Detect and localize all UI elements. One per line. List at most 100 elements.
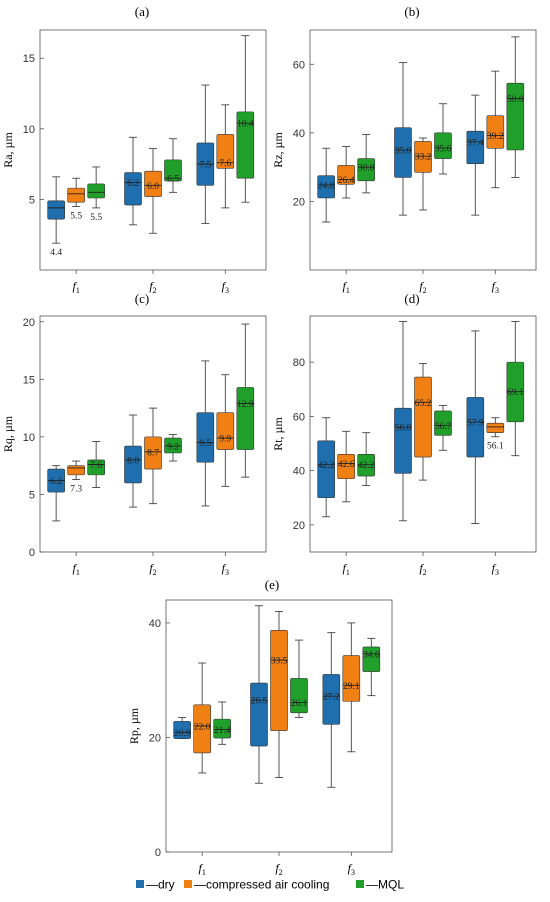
box-compressed-air-cooling: 7.6 xyxy=(216,104,235,209)
box-dry: 8.0 xyxy=(124,414,142,508)
box-body xyxy=(362,646,381,672)
x-tick-base: f xyxy=(72,561,77,575)
box-mql: 42.2 xyxy=(357,432,375,486)
box-dry: 42.2 xyxy=(317,417,335,518)
box-compressed-air-cooling: 65.2 xyxy=(414,363,432,481)
data-label: 7.6 xyxy=(90,461,102,471)
x-tick-base: f xyxy=(419,279,424,293)
data-label: 5.5 xyxy=(90,213,102,223)
x-tick-subscript: 1 xyxy=(76,568,80,577)
box-body xyxy=(434,410,452,436)
data-label: 33.2 xyxy=(415,153,432,163)
y-tick-label: 0 xyxy=(29,547,35,559)
data-label: 37.4 xyxy=(467,138,484,148)
x-tick-base: f xyxy=(275,861,280,875)
box-body xyxy=(414,141,432,173)
y-tick-label: 20 xyxy=(293,520,305,532)
box-body xyxy=(317,440,335,499)
panel-label: (d) xyxy=(404,291,419,306)
x-tick-base: f xyxy=(222,279,227,293)
y-tick-label: 20 xyxy=(293,196,305,208)
box-body xyxy=(434,132,452,159)
x-tick-subscript: 2 xyxy=(279,868,283,877)
box-body xyxy=(196,412,215,463)
y-tick-label: 40 xyxy=(293,128,305,140)
box-compressed-air-cooling: 29.1 xyxy=(342,622,361,753)
box-compressed-air-cooling: 5.5 xyxy=(67,177,85,221)
box-body xyxy=(67,465,85,476)
data-label: 29.1 xyxy=(343,682,360,692)
x-tick-subscript: 2 xyxy=(423,568,427,577)
y-tick-label: 20 xyxy=(149,732,161,744)
box-mql: 30.0 xyxy=(357,134,375,194)
data-label: 42.2 xyxy=(358,461,375,471)
box-body xyxy=(236,111,255,179)
panel-label: (e) xyxy=(265,577,279,592)
data-label: 7.3 xyxy=(70,484,82,494)
data-label: 9.2 xyxy=(167,443,179,453)
y-tick-label: 15 xyxy=(23,53,35,65)
data-label: 56.0 xyxy=(395,424,412,434)
y-axis-label: Rq, µm xyxy=(1,415,15,452)
box-compressed-air-cooling: 8.7 xyxy=(144,407,162,505)
box-body xyxy=(506,82,525,151)
box-mql: 69.1 xyxy=(506,320,525,457)
x-tick-subscript: 2 xyxy=(153,286,157,295)
data-label: 20.9 xyxy=(174,729,191,739)
box-body xyxy=(164,437,182,454)
x-tick-label: f1 xyxy=(342,561,349,577)
panel-label: (b) xyxy=(404,4,419,19)
box-body xyxy=(337,454,355,480)
box-dry: 57.9 xyxy=(466,330,485,524)
y-tick-label: 5 xyxy=(29,194,35,206)
box-compressed-air-cooling: 33.5 xyxy=(270,611,288,778)
box-body xyxy=(87,459,105,476)
box-compressed-air-cooling: 7.3 xyxy=(67,460,85,494)
x-tick-subscript: 3 xyxy=(225,568,229,577)
data-label: 39.2 xyxy=(487,132,504,142)
box-body xyxy=(144,436,162,470)
y-tick-label: 40 xyxy=(293,466,305,478)
x-tick-subscript: 1 xyxy=(346,286,350,295)
legend-swatch xyxy=(184,880,192,888)
data-label: 9.9 xyxy=(219,435,231,445)
box-body xyxy=(486,115,505,149)
box-dry: 9.5 xyxy=(196,360,215,507)
x-tick-base: f xyxy=(342,561,347,575)
box-mql: 9.2 xyxy=(164,434,182,462)
box-body xyxy=(236,387,255,450)
box-dry: 37.4 xyxy=(466,94,485,216)
y-tick-label: 15 xyxy=(23,374,35,386)
x-tick-subscript: 2 xyxy=(423,286,427,295)
box-body xyxy=(317,175,335,199)
y-axis-label: Rp, µm xyxy=(127,707,141,744)
x-tick-label: f3 xyxy=(492,561,499,577)
data-label: 21.4 xyxy=(214,726,231,736)
box-mql: 35.6 xyxy=(434,103,452,175)
x-tick-subscript: 3 xyxy=(495,568,499,577)
box-dry: 6.2 xyxy=(47,465,65,522)
data-label: 8.0 xyxy=(127,456,139,466)
box-body xyxy=(124,172,142,206)
y-tick-label: 10 xyxy=(23,432,35,444)
data-label: 65.2 xyxy=(415,399,432,409)
box-body xyxy=(213,718,231,739)
x-tick-base: f xyxy=(492,279,497,293)
box-body xyxy=(173,721,191,739)
y-axis-label: Ra, µm xyxy=(1,132,15,168)
x-tick-label: f2 xyxy=(149,561,156,577)
box-compressed-air-cooling: 42.6 xyxy=(337,430,355,503)
y-tick-label: 5 xyxy=(29,489,35,501)
x-tick-base: f xyxy=(222,561,227,575)
x-tick-base: f xyxy=(72,279,77,293)
box-body xyxy=(466,130,485,165)
box-body xyxy=(270,630,288,731)
data-label: 4.4 xyxy=(50,248,62,258)
box-compressed-air-cooling: 56.1 xyxy=(486,417,505,452)
box-mql: 21.4 xyxy=(213,701,231,745)
box-mql: 56.7 xyxy=(434,405,452,451)
